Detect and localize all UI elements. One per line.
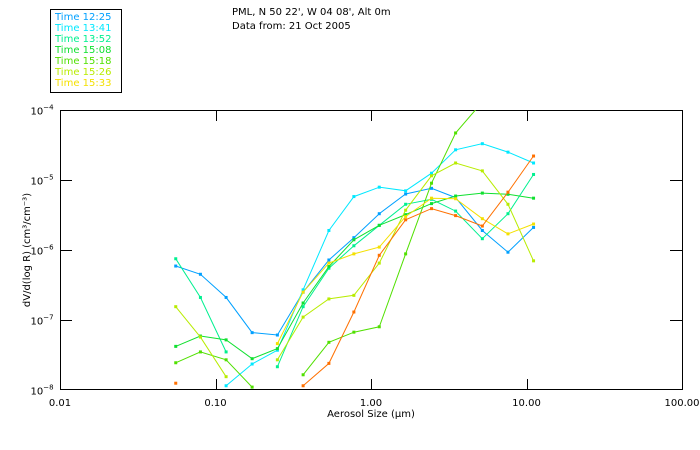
data-point bbox=[174, 381, 178, 385]
series-line bbox=[175, 306, 227, 377]
series-1526 bbox=[174, 161, 536, 379]
x-tick-label: 0.10 bbox=[204, 398, 226, 409]
series-line bbox=[276, 174, 534, 367]
data-point bbox=[532, 259, 536, 263]
y-tick-base: 10 bbox=[30, 317, 43, 328]
x-axis-label: Aerosol Size (µm) bbox=[327, 409, 415, 420]
legend-item: Time 15:26 bbox=[54, 67, 111, 78]
legend-item: Time 15:33 bbox=[54, 78, 111, 89]
y-tick-label: 10−4 bbox=[30, 104, 54, 118]
y-tick-base: 10 bbox=[30, 107, 43, 118]
y-tick-label: 10−7 bbox=[30, 314, 53, 328]
y-tick-base: 10 bbox=[30, 177, 43, 188]
series-1508 bbox=[174, 191, 536, 361]
plot-area bbox=[60, 110, 683, 390]
data-point bbox=[532, 196, 536, 200]
series-line bbox=[175, 258, 227, 353]
data-point bbox=[532, 222, 536, 226]
x-tick-label: 10.00 bbox=[512, 398, 541, 409]
data-point bbox=[275, 358, 279, 362]
chart-subtitle: Data from: 21 Oct 2005 bbox=[232, 21, 351, 32]
y-tick-exp: −5 bbox=[43, 174, 53, 182]
data-point bbox=[275, 342, 279, 346]
data-point bbox=[224, 350, 228, 354]
y-tick-exp: −7 bbox=[43, 314, 53, 322]
series-1518 bbox=[174, 101, 484, 389]
series-line bbox=[276, 197, 534, 344]
legend-item: Time 15:18 bbox=[54, 56, 111, 67]
y-axis-label: dV/d(log R) (cm³/cm⁻³) bbox=[22, 193, 33, 307]
data-point bbox=[532, 225, 536, 229]
legend-item: Time 13:52 bbox=[54, 34, 111, 45]
y-tick-exp: −6 bbox=[43, 244, 54, 252]
y-tick-exp: −8 bbox=[43, 384, 53, 392]
y-tick-label: 10−6 bbox=[30, 244, 54, 258]
legend-frame bbox=[50, 9, 122, 93]
data-point bbox=[275, 365, 279, 369]
x-tick-label: 0.01 bbox=[49, 398, 71, 409]
data-point bbox=[481, 101, 484, 104]
y-tick-base: 10 bbox=[30, 247, 43, 258]
y-tick-exp: −4 bbox=[43, 104, 54, 112]
x-tick-label: 1.00 bbox=[360, 398, 382, 409]
series-1225 bbox=[174, 186, 536, 337]
legend-item: Time 13:41 bbox=[54, 23, 111, 34]
series-1352 bbox=[174, 172, 536, 369]
data-point bbox=[250, 385, 254, 389]
legend-item: Time 12:25 bbox=[54, 12, 111, 23]
series-line bbox=[225, 143, 534, 387]
legend-item: Time 15:08 bbox=[54, 45, 111, 56]
series-line bbox=[302, 155, 534, 387]
data-point bbox=[532, 154, 536, 158]
y-tick-label: 10−8 bbox=[30, 384, 53, 398]
x-tick-label: 100.00 bbox=[665, 398, 700, 409]
data-point bbox=[532, 172, 536, 176]
series-line bbox=[175, 192, 534, 360]
series-1533 bbox=[275, 196, 536, 346]
series-line bbox=[175, 351, 253, 388]
data-point bbox=[532, 161, 536, 165]
series-unlabeled bbox=[174, 154, 536, 388]
series-1341 bbox=[224, 142, 536, 388]
y-tick-base: 10 bbox=[30, 387, 43, 398]
series-line bbox=[302, 110, 477, 376]
chart-title: PML, N 50 22', W 04 08', Alt 0m bbox=[232, 7, 391, 18]
y-tick-label: 10−5 bbox=[30, 174, 53, 188]
series-line bbox=[175, 187, 534, 336]
series-line bbox=[276, 162, 534, 361]
